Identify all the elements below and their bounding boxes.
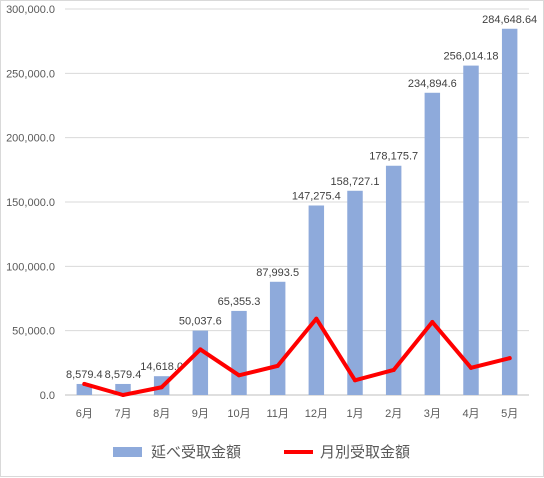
bar [501,28,518,396]
x-axis-ticks: 6月 7月 8月 9月 10月 11月 12月 1月 2月 3月 4月 5月 [76,408,518,420]
legend-label-line: 月別受取金額 [320,443,410,461]
line-point [314,316,319,321]
x-tick-label: 10月 [227,408,250,420]
line-point [82,381,87,386]
bar [385,165,402,395]
bar-data-label: 8,579.4 [105,369,142,381]
bar [424,92,441,395]
grid-lines [65,8,529,396]
line-point [121,393,125,397]
bar [463,65,479,395]
line-point [237,373,241,378]
bar-data-label: 178,175.7 [369,151,418,163]
bar-data-label: 8,579.4 [66,369,103,381]
line-point [275,363,280,368]
line-point [507,356,512,361]
bar [115,383,131,395]
y-tick-label: 100,000.0 [6,261,55,273]
bar-data-label: 234,894.6 [408,78,457,90]
x-tick-label: 12月 [305,408,328,420]
bar [192,330,209,395]
bar-data-label: 50,037.6 [179,316,222,328]
x-tick-label: 8月 [153,408,170,420]
y-tick-label: 300,000.0 [6,4,55,16]
line-point [391,367,396,372]
bar-data-label: 284,648.64 [482,14,537,26]
x-tick-label: 6月 [76,408,93,420]
x-tick-label: 11月 [266,408,288,420]
x-tick-label: 4月 [462,408,479,420]
bar-data-labels: 8,579.4 8,579.414,618.050,037.665,355.387… [66,14,537,381]
line-series-path [82,316,512,397]
legend: 延べ受取金額 月別受取金額 [113,443,410,461]
bar [231,310,247,395]
bar [76,383,93,395]
bar-data-label: 158,727.1 [331,176,380,188]
legend-swatch-bar [113,447,142,457]
bar-data-label: 147,275.4 [292,191,341,203]
x-tick-label: 5月 [501,408,518,420]
y-tick-label: 250,000.0 [6,68,55,80]
bar [269,281,286,395]
line-point [469,365,473,370]
x-tick-label: 7月 [114,408,131,420]
bar-data-label: 87,993.5 [256,267,299,279]
bar [347,190,363,395]
y-tick-label: 150,000.0 [6,197,55,209]
bar [308,205,325,395]
bar-data-label: 65,355.3 [218,296,261,308]
line-series [82,316,512,397]
bar-data-label: 256,014.18 [443,51,498,63]
legend-label-bar: 延べ受取金額 [151,443,241,461]
y-tick-label: 50,000.0 [12,326,55,338]
line-point [430,320,435,325]
y-axis-ticks: 0.0 50,000.0 100,000.0 150,000.0 200,000.0 25… [6,4,55,402]
x-tick-label: 1月 [346,408,363,420]
x-tick-label: 2月 [385,408,402,420]
x-tick-label: 9月 [192,408,209,420]
bar-data-label: 14,618.0 [140,361,183,373]
y-tick-label: 200,000.0 [6,133,55,145]
line-point [353,378,357,383]
line-point [198,347,203,352]
y-tick-label: 0.0 [40,390,55,402]
line-point [159,385,164,390]
x-tick-label: 3月 [424,408,441,420]
